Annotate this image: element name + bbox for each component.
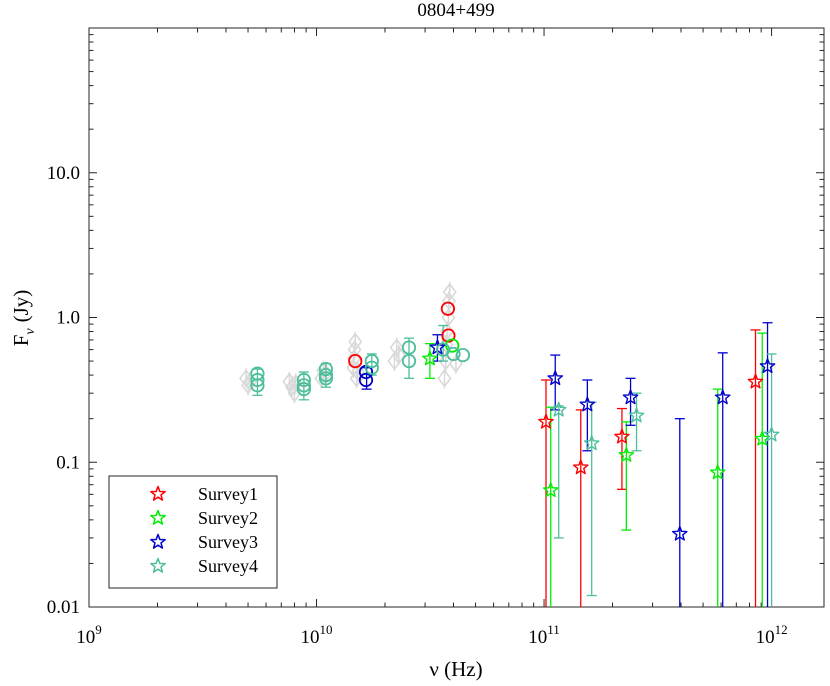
data-point-circle bbox=[296, 382, 311, 397]
data-point-circle bbox=[446, 346, 461, 362]
y-axis-label: Fν (Jy) bbox=[9, 290, 38, 347]
y-tick-label: 1.0 bbox=[56, 308, 80, 329]
x-tick-label: 1011 bbox=[528, 622, 560, 648]
data-point-circle bbox=[364, 353, 379, 369]
data-point-circle bbox=[318, 371, 334, 386]
data-point-star bbox=[747, 373, 764, 389]
legend-label: Survey1 bbox=[198, 484, 258, 504]
data-point-circle bbox=[455, 347, 471, 363]
data-point-star bbox=[714, 389, 731, 405]
data-point-star bbox=[422, 350, 438, 366]
data-point-star bbox=[709, 464, 726, 480]
legend: Survey1 Survey2 Survey3 Survey4 bbox=[108, 475, 278, 589]
data-point-circle bbox=[296, 378, 311, 393]
data-point-circle bbox=[348, 353, 363, 369]
x-tick-label: 1010 bbox=[301, 622, 333, 648]
data-point-circle bbox=[440, 301, 456, 316]
y-axis-label-sub: ν bbox=[23, 328, 38, 335]
legend-marker bbox=[150, 533, 166, 549]
x-tick-label: 1012 bbox=[756, 622, 788, 648]
data-point-circle bbox=[401, 353, 417, 369]
data-point-star bbox=[763, 426, 780, 442]
y-tick-label: 0.01 bbox=[47, 597, 80, 618]
legend-label: Survey2 bbox=[198, 508, 258, 528]
data-point-star bbox=[622, 389, 639, 405]
data-markers bbox=[250, 301, 780, 541]
x-tick-label: 109 bbox=[76, 622, 102, 648]
svg-text:Fν(Jy): Fν (Jy) bbox=[9, 290, 38, 347]
legend-marker bbox=[150, 557, 166, 573]
data-point-circle bbox=[401, 340, 417, 355]
data-point-star bbox=[547, 370, 564, 386]
data-point-star bbox=[550, 401, 567, 417]
legend-label: Survey3 bbox=[198, 532, 258, 552]
archival-point bbox=[437, 368, 452, 388]
data-point-star bbox=[628, 407, 645, 423]
data-point-circle bbox=[250, 372, 265, 388]
archival-point bbox=[348, 332, 363, 352]
data-point-circle bbox=[358, 372, 374, 388]
data-point-circle bbox=[364, 360, 379, 375]
y-tick-label: 0.1 bbox=[56, 452, 80, 473]
archival-point bbox=[442, 282, 457, 302]
data-point-star bbox=[538, 413, 554, 429]
data-point-star bbox=[759, 358, 776, 374]
axis-ticks bbox=[88, 27, 824, 608]
data-point-circle bbox=[445, 338, 460, 353]
data-point-star bbox=[583, 435, 600, 451]
legend-label: Survey4 bbox=[198, 556, 258, 576]
archival-point bbox=[389, 338, 404, 357]
data-point-star bbox=[542, 482, 559, 498]
y-tick-labels: 0.01 0.1 1.0 10.0 bbox=[47, 163, 80, 618]
archival-point bbox=[350, 362, 365, 382]
data-point-circle bbox=[296, 372, 311, 388]
legend-marker bbox=[150, 485, 166, 501]
chart-title: 0804+499 bbox=[417, 0, 494, 21]
archival-point bbox=[391, 345, 406, 365]
archival-point bbox=[441, 291, 456, 311]
data-point-star bbox=[618, 446, 635, 462]
data-point-star bbox=[572, 459, 589, 475]
y-axis-label-unit: (Jy) bbox=[9, 290, 33, 323]
data-point-star bbox=[614, 428, 630, 444]
y-axis-label-main: F bbox=[9, 335, 33, 347]
data-point-star bbox=[671, 525, 688, 541]
y-tick-label: 10.0 bbox=[47, 163, 80, 184]
x-tick-labels: 109 1010 1011 1012 bbox=[76, 622, 787, 648]
x-axis-label: ν (Hz) bbox=[429, 657, 482, 681]
data-point-circle bbox=[318, 362, 334, 377]
data-point-star bbox=[579, 396, 596, 412]
data-point-circle bbox=[250, 378, 265, 393]
archival-point bbox=[347, 340, 362, 359]
legend-box bbox=[108, 475, 278, 589]
legend-marker bbox=[150, 509, 166, 525]
